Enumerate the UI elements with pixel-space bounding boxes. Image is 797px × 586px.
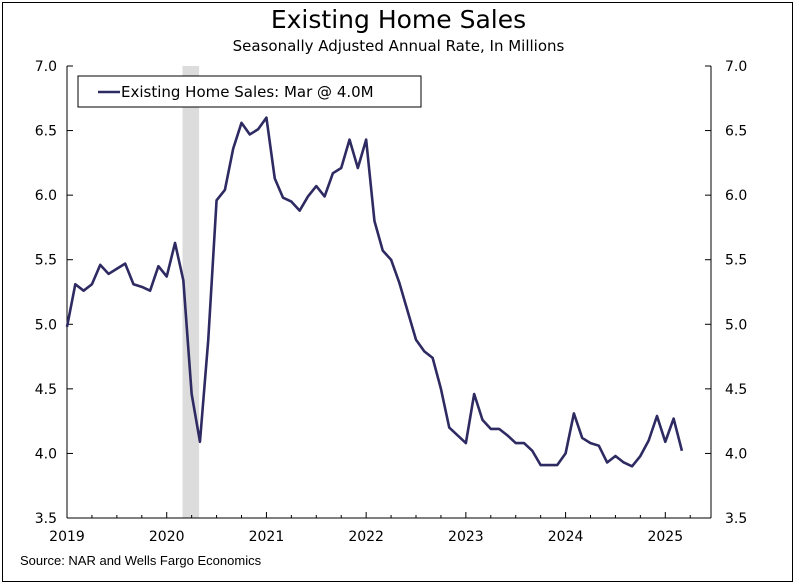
x-tick-label: 2025	[647, 529, 683, 545]
y-tick-label-left: 4.5	[35, 382, 57, 398]
y-tick-label-right: 7.0	[725, 59, 747, 75]
x-tick-label: 2022	[348, 529, 384, 545]
legend-label: Existing Home Sales: Mar @ 4.0M	[121, 83, 374, 101]
recession-shading	[182, 66, 200, 518]
y-tick-label-right: 6.5	[725, 124, 747, 140]
x-tick-label: 2024	[548, 529, 584, 545]
x-tick-label: 2021	[249, 529, 285, 545]
y-tick-label-left: 3.5	[35, 511, 57, 527]
y-tick-label-left: 5.5	[35, 253, 57, 269]
x-tick-label: 2019	[49, 529, 85, 545]
y-tick-label-left: 5.0	[35, 317, 57, 333]
y-tick-label-left: 7.0	[35, 59, 57, 75]
chart-title: Existing Home Sales	[270, 5, 527, 34]
legend-box	[77, 75, 422, 108]
y-tick-label-left: 4.0	[35, 446, 57, 462]
y-tick-label-right: 3.5	[725, 511, 747, 527]
y-tick-label-right: 4.5	[725, 382, 747, 398]
y-tick-label-right: 4.0	[725, 446, 747, 462]
y-tick-label-left: 6.0	[35, 188, 57, 204]
source-note: Source: NAR and Wells Fargo Economics	[20, 553, 262, 568]
y-tick-label-right: 5.0	[725, 317, 747, 333]
y-tick-label-left: 6.5	[35, 124, 57, 140]
y-tick-label-right: 6.0	[725, 188, 747, 204]
series-line-existing-home-sales	[65, 116, 684, 468]
x-tick-label: 2023	[448, 529, 484, 545]
chart-subtitle: Seasonally Adjusted Annual Rate, In Mill…	[232, 37, 565, 55]
y-tick-label-right: 5.5	[725, 253, 747, 269]
x-tick-label: 2020	[149, 529, 185, 545]
